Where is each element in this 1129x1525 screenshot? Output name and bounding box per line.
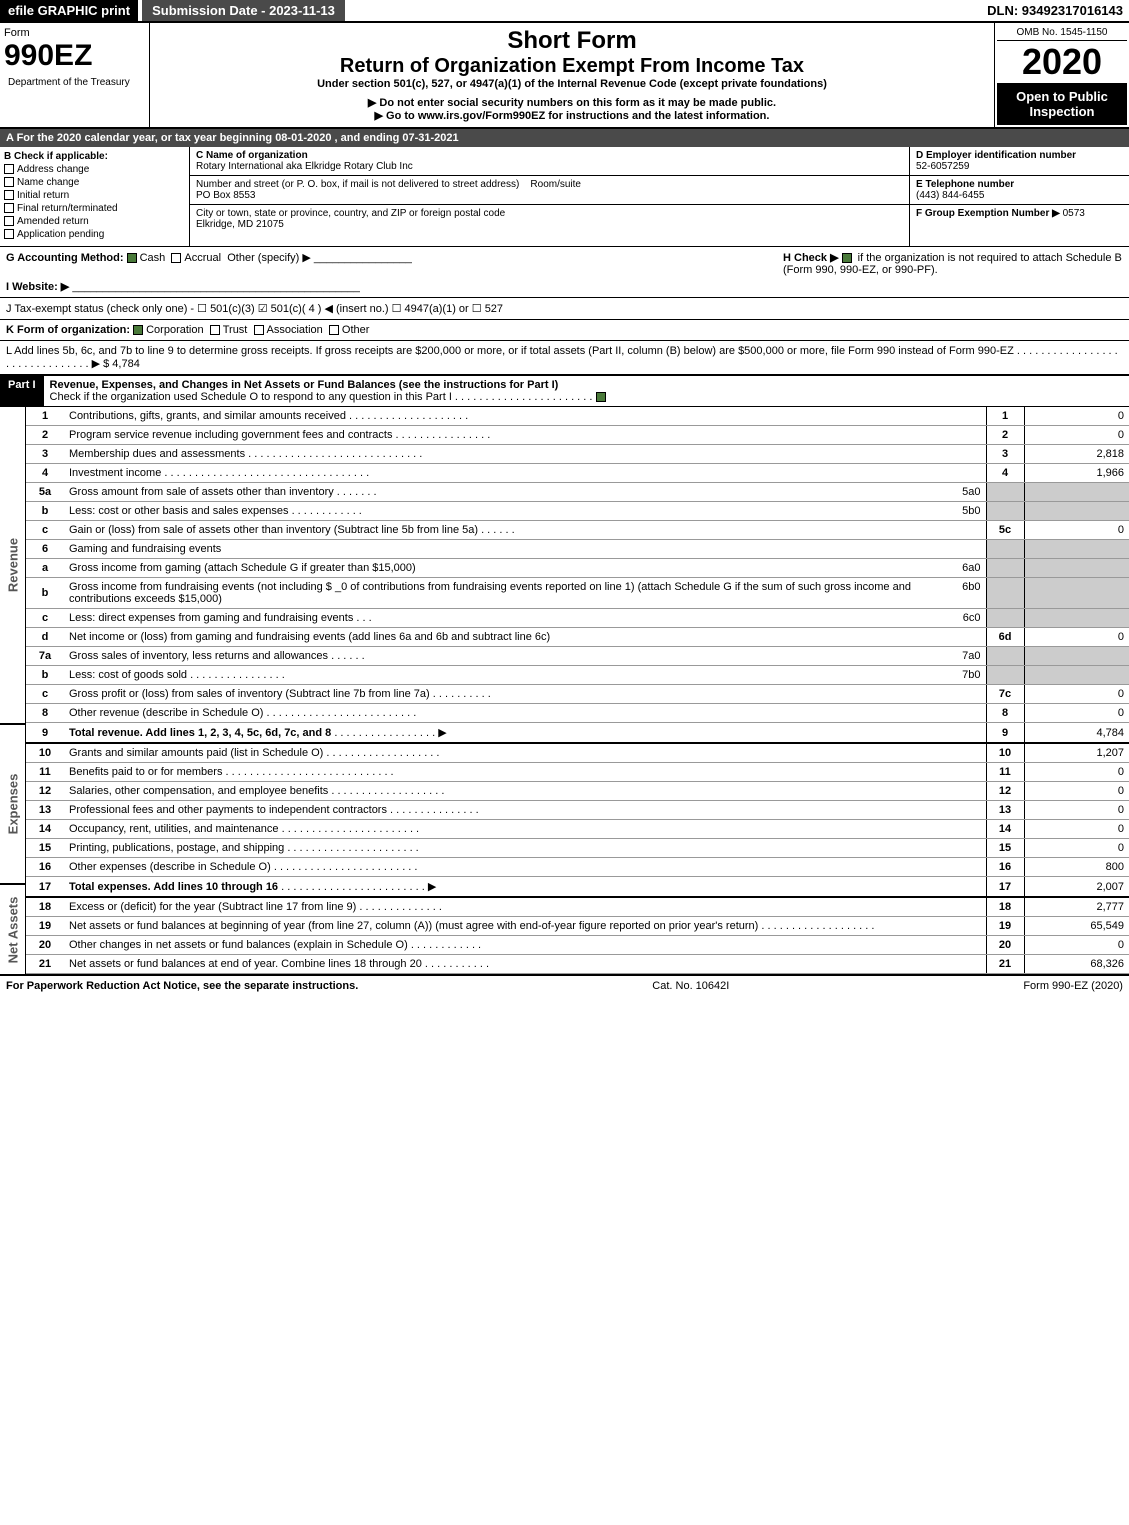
cb-trust[interactable] <box>210 325 220 335</box>
e-label: E Telephone number <box>916 179 1014 190</box>
main-title: Return of Organization Exempt From Incom… <box>154 55 990 78</box>
form-header: Form 990EZ Department of the Treasury Sh… <box>0 23 1129 129</box>
street-label: Number and street (or P. O. box, if mail… <box>196 179 519 190</box>
i-website: I Website: ▶ <box>6 281 69 293</box>
d-label: D Employer identification number <box>916 150 1076 161</box>
org-name: Rotary International aka Elkridge Rotary… <box>196 161 413 172</box>
line-6c: cLess: direct expenses from gaming and f… <box>26 609 1129 628</box>
line-4: 4Investment income . . . . . . . . . . .… <box>26 464 1129 483</box>
netassets-label: Net Assets <box>5 896 20 963</box>
group-num: 0573 <box>1063 208 1085 219</box>
page-footer: For Paperwork Reduction Act Notice, see … <box>0 974 1129 996</box>
city-label: City or town, state or province, country… <box>196 208 505 219</box>
tax-year: 2020 <box>997 41 1127 83</box>
cb-corp[interactable] <box>133 325 143 335</box>
cb-amended[interactable]: Amended return <box>4 216 185 227</box>
f-label: F Group Exemption Number ▶ <box>916 208 1060 219</box>
line-8: 8Other revenue (describe in Schedule O) … <box>26 704 1129 723</box>
phone: (443) 844-6455 <box>916 190 984 201</box>
line-6a: aGross income from gaming (attach Schedu… <box>26 559 1129 578</box>
form-label: Form <box>4 27 145 39</box>
line-7b: bLess: cost of goods sold . . . . . . . … <box>26 666 1129 685</box>
revenue-label: Revenue <box>5 538 20 592</box>
top-bar: efile GRAPHIC print Submission Date - 20… <box>0 0 1129 23</box>
cb-address[interactable]: Address change <box>4 164 185 175</box>
footer-left: For Paperwork Reduction Act Notice, see … <box>6 980 358 992</box>
line-18: 18Excess or (deficit) for the year (Subt… <box>26 897 1129 917</box>
line-16: 16Other expenses (describe in Schedule O… <box>26 858 1129 877</box>
h-label: H Check ▶ <box>783 252 839 264</box>
subtitle: Under section 501(c), 527, or 4947(a)(1)… <box>154 78 990 90</box>
line-l: L Add lines 5b, 6c, and 7b to line 9 to … <box>0 341 1129 375</box>
city: Elkridge, MD 21075 <box>196 219 284 230</box>
line-5a: 5aGross amount from sale of assets other… <box>26 483 1129 502</box>
line-9: 9Total revenue. Add lines 1, 2, 3, 4, 5c… <box>26 723 1129 744</box>
cb-assoc[interactable] <box>254 325 264 335</box>
line-6: 6Gaming and fundraising events <box>26 540 1129 559</box>
line-7a: 7aGross sales of inventory, less returns… <box>26 647 1129 666</box>
line-19: 19Net assets or fund balances at beginni… <box>26 917 1129 936</box>
cb-sched-b[interactable] <box>842 253 852 263</box>
line-13: 13Professional fees and other payments t… <box>26 801 1129 820</box>
gross-receipts: 4,784 <box>112 358 140 370</box>
part1-label: Part I <box>0 376 44 406</box>
cb-sched-o[interactable] <box>596 392 606 402</box>
expenses-label: Expenses <box>5 774 20 835</box>
line-21: 21Net assets or fund balances at end of … <box>26 955 1129 974</box>
dln: DLN: 93492317016143 <box>987 3 1129 18</box>
efile-label[interactable]: efile GRAPHIC print <box>0 0 138 21</box>
room-label: Room/suite <box>530 179 581 190</box>
line-g-h: G Accounting Method: Cash Accrual Other … <box>0 247 1129 298</box>
line-1: 1Contributions, gifts, grants, and simil… <box>26 407 1129 426</box>
cb-initial[interactable]: Initial return <box>4 190 185 201</box>
part1-header: Part I Revenue, Expenses, and Changes in… <box>0 375 1129 407</box>
omb-number: OMB No. 1545-1150 <box>997 25 1127 41</box>
line-k: K Form of organization: Corporation Trus… <box>0 320 1129 341</box>
goto-link[interactable]: ▶ Go to www.irs.gov/Form990EZ for instru… <box>154 109 990 122</box>
cb-name[interactable]: Name change <box>4 177 185 188</box>
cb-accrual[interactable] <box>171 253 181 263</box>
line-10: 10Grants and similar amounts paid (list … <box>26 743 1129 763</box>
cb-other[interactable] <box>329 325 339 335</box>
cb-final[interactable]: Final return/terminated <box>4 203 185 214</box>
submission-date: Submission Date - 2023-11-13 <box>142 0 345 21</box>
line-12: 12Salaries, other compensation, and empl… <box>26 782 1129 801</box>
lines-table: 1Contributions, gifts, grants, and simil… <box>26 407 1129 974</box>
form-number: 990EZ <box>4 39 145 73</box>
tax-period: A For the 2020 calendar year, or tax yea… <box>0 129 1129 147</box>
line-17: 17Total expenses. Add lines 10 through 1… <box>26 877 1129 898</box>
line-5b: bLess: cost or other basis and sales exp… <box>26 502 1129 521</box>
open-to-public: Open to Public Inspection <box>997 83 1127 125</box>
warning-ssn: ▶ Do not enter social security numbers o… <box>154 96 990 109</box>
line-11: 11Benefits paid to or for members . . . … <box>26 763 1129 782</box>
footer-right: Form 990-EZ (2020) <box>1023 980 1123 992</box>
g-label: G Accounting Method: <box>6 252 124 264</box>
check-b-label: B Check if applicable: <box>4 151 185 162</box>
line-15: 15Printing, publications, postage, and s… <box>26 839 1129 858</box>
cb-pending[interactable]: Application pending <box>4 229 185 240</box>
footer-mid: Cat. No. 10642I <box>652 980 729 992</box>
cb-cash[interactable] <box>127 253 137 263</box>
line-20: 20Other changes in net assets or fund ba… <box>26 936 1129 955</box>
short-form-title: Short Form <box>154 27 990 55</box>
line-7c: cGross profit or (loss) from sales of in… <box>26 685 1129 704</box>
c-label: C Name of organization <box>196 150 308 161</box>
line-3: 3Membership dues and assessments . . . .… <box>26 445 1129 464</box>
line-14: 14Occupancy, rent, utilities, and mainte… <box>26 820 1129 839</box>
line-2: 2Program service revenue including gover… <box>26 426 1129 445</box>
street: PO Box 8553 <box>196 190 255 201</box>
part1-body: Revenue Expenses Net Assets 1Contributio… <box>0 407 1129 974</box>
ein: 52-6057259 <box>916 161 969 172</box>
line-5c: cGain or (loss) from sale of assets othe… <box>26 521 1129 540</box>
part1-check: Check if the organization used Schedule … <box>50 391 452 403</box>
line-j: J Tax-exempt status (check only one) - ☐… <box>0 298 1129 320</box>
line-6d: dNet income or (loss) from gaming and fu… <box>26 628 1129 647</box>
org-info-block: B Check if applicable: Address change Na… <box>0 147 1129 247</box>
part1-title: Revenue, Expenses, and Changes in Net As… <box>50 379 559 391</box>
line-6b: bGross income from fundraising events (n… <box>26 578 1129 609</box>
dept-treasury: Department of the Treasury <box>4 73 145 92</box>
